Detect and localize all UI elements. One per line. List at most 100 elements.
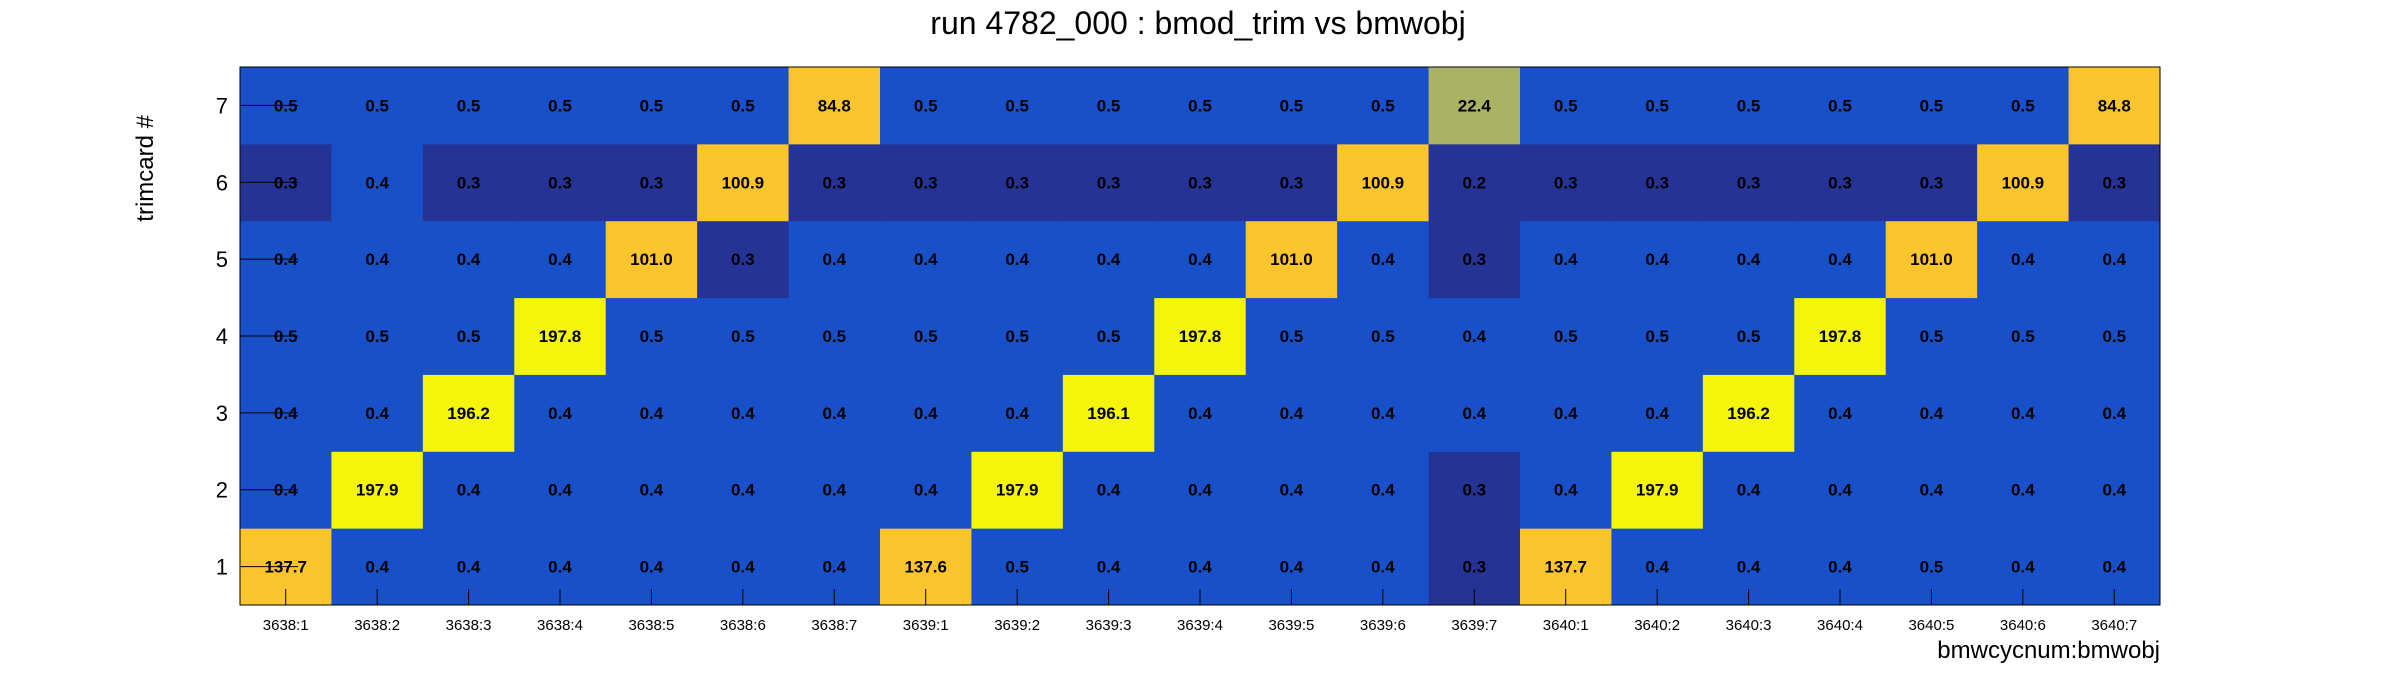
heatmap-cell <box>1245 220 1338 299</box>
heatmap-cell <box>1885 67 1978 145</box>
cell-value-label: 0.4 <box>1645 250 1669 269</box>
heatmap-cell <box>2068 220 2161 299</box>
heatmap-cell <box>1611 374 1704 452</box>
heatmap-cell <box>880 67 972 145</box>
y-tick-label: 1 <box>216 555 228 580</box>
cell-value-label: 0.5 <box>1280 96 1304 115</box>
heatmap-cell <box>1702 297 1795 375</box>
cell-value-label: 0.3 <box>1554 173 1578 192</box>
cell-value-label: 0.4 <box>1005 250 1029 269</box>
cell-value-label: 0.3 <box>1828 173 1852 192</box>
heatmap-cell <box>422 143 515 222</box>
cell-value-label: 0.5 <box>1645 327 1669 346</box>
heatmap-cell <box>1977 374 2070 452</box>
cell-value-label: 0.3 <box>822 173 846 192</box>
x-tick-label: 3638:7 <box>811 617 857 634</box>
cell-value-label: 0.5 <box>1645 96 1669 115</box>
heatmap-cell <box>697 67 790 145</box>
heatmap-cell <box>1062 374 1155 452</box>
heatmap-cell <box>697 374 790 452</box>
heatmap-cell <box>514 220 607 299</box>
cell-value-label: 0.3 <box>1462 558 1486 577</box>
heatmap-cell <box>2068 143 2161 222</box>
heatmap-cell <box>1428 143 1521 222</box>
cell-value-label: 0.4 <box>731 481 755 500</box>
cell-value-label: 0.4 <box>822 481 846 500</box>
cell-value-label: 0.4 <box>1280 481 1304 500</box>
cell-value-label: 0.5 <box>1920 558 1944 577</box>
cell-value-label: 0.4 <box>2102 481 2126 500</box>
x-tick-label: 3639:3 <box>1086 617 1132 634</box>
heatmap-cell <box>1794 220 1887 299</box>
cell-value-label: 0.4 <box>731 558 755 577</box>
heatmap-cell <box>1611 67 1704 145</box>
heatmap-cell <box>514 297 607 375</box>
heatmap-cell <box>331 297 424 375</box>
cell-value-label: 0.4 <box>822 558 846 577</box>
heatmap-cell <box>1337 67 1430 145</box>
cell-value-label: 0.3 <box>548 173 572 192</box>
heatmap-cell <box>1977 143 2070 222</box>
cell-value-label: 0.3 <box>1462 481 1486 500</box>
y-axis-title: trimcard # <box>132 114 159 221</box>
cell-value-label: 0.4 <box>1097 481 1121 500</box>
heatmap-cell <box>880 451 972 529</box>
cell-value-label: 0.3 <box>1462 250 1486 269</box>
heatmap-cell <box>1062 297 1155 375</box>
heatmap-cell <box>697 220 790 299</box>
cell-value-label: 0.4 <box>365 250 389 269</box>
x-tick-label: 3639:5 <box>1268 617 1314 634</box>
heatmap-cell <box>1977 220 2070 299</box>
cell-value-label: 0.3 <box>1097 173 1121 192</box>
cell-value-label: 0.5 <box>1920 96 1944 115</box>
cell-value-label: 0.4 <box>365 173 389 192</box>
heatmap-cell <box>1245 451 1338 529</box>
cell-value-label: 0.4 <box>1920 481 1944 500</box>
x-tick-label: 3638:6 <box>720 617 766 634</box>
heatmap-cell <box>1520 143 1612 222</box>
cell-value-label: 0.4 <box>548 250 572 269</box>
cell-value-label: 0.5 <box>457 327 481 346</box>
x-tick-label: 3638:5 <box>628 617 674 634</box>
heatmap-cell <box>1154 67 1247 145</box>
cell-value-label: 196.2 <box>447 404 490 423</box>
heatmap-cell <box>605 67 698 145</box>
heatmap-cell <box>331 143 424 222</box>
heatmap-cell <box>880 374 972 452</box>
cell-value-label: 0.3 <box>2102 173 2126 192</box>
cell-value-label: 100.9 <box>1362 173 1405 192</box>
heatmap-cell <box>2068 67 2161 145</box>
heatmap-cell <box>331 374 424 452</box>
y-tick-label: 6 <box>216 170 228 195</box>
heatmap-cell <box>1977 67 2070 145</box>
heatmap-cell <box>331 220 424 299</box>
heatmap-cell <box>331 451 424 529</box>
cell-value-label: 0.4 <box>1828 481 1852 500</box>
cell-value-label: 0.4 <box>1645 404 1669 423</box>
heatmap-cell <box>422 374 515 452</box>
heatmap-cell <box>1428 451 1521 529</box>
cell-value-label: 0.4 <box>548 404 572 423</box>
heatmap-cell <box>1702 374 1795 452</box>
heatmap-cell <box>788 220 881 299</box>
x-tick-label: 3640:2 <box>1634 617 1680 634</box>
cell-value-label: 197.9 <box>996 481 1039 500</box>
x-tick-label: 3640:7 <box>2091 617 2137 634</box>
cell-value-label: 0.5 <box>1005 96 1029 115</box>
cell-value-label: 0.4 <box>457 481 481 500</box>
heatmap-cell <box>971 451 1064 529</box>
heatmap-cell <box>1794 374 1887 452</box>
cell-value-label: 0.3 <box>1645 173 1669 192</box>
heatmap-cell <box>788 67 881 145</box>
cell-value-label: 0.4 <box>2102 250 2126 269</box>
cell-value-label: 0.5 <box>822 327 846 346</box>
cell-value-label: 0.3 <box>731 250 755 269</box>
x-tick-label: 3640:1 <box>1543 617 1589 634</box>
heatmap-cell <box>514 451 607 529</box>
heatmap-cell <box>1154 143 1247 222</box>
cell-value-label: 0.4 <box>1737 250 1761 269</box>
heatmap-cell <box>1154 374 1247 452</box>
heatmap-cell <box>514 143 607 222</box>
cell-value-label: 0.3 <box>1737 173 1761 192</box>
